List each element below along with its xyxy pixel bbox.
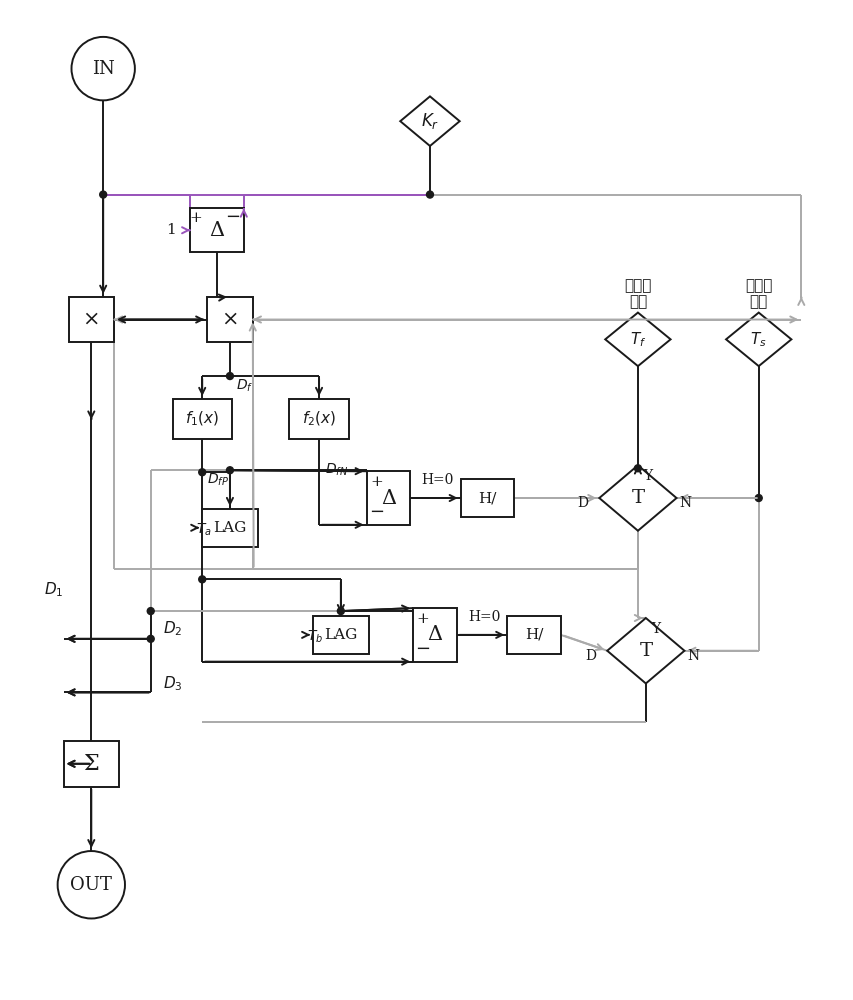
Text: Δ: Δ <box>426 625 442 644</box>
Text: $f_1(x)$: $f_1(x)$ <box>185 409 219 428</box>
Text: $D_f$: $D_f$ <box>235 378 253 394</box>
Text: LAG: LAG <box>324 628 357 642</box>
Text: $T_f$: $T_f$ <box>629 330 646 349</box>
Circle shape <box>72 37 135 100</box>
FancyBboxPatch shape <box>207 297 252 342</box>
Text: −: − <box>225 208 241 226</box>
Circle shape <box>57 851 125 918</box>
Text: D: D <box>584 649 595 663</box>
Text: −: − <box>415 640 430 658</box>
Text: Y: Y <box>650 622 659 636</box>
Text: +: + <box>369 475 382 489</box>
Text: 常数: 常数 <box>749 295 767 309</box>
Text: IN: IN <box>92 60 114 78</box>
Text: N: N <box>687 649 699 663</box>
FancyBboxPatch shape <box>507 616 560 654</box>
Text: Σ: Σ <box>84 753 99 775</box>
Text: D: D <box>577 496 588 510</box>
Text: LAG: LAG <box>213 521 247 535</box>
Text: Y: Y <box>642 469 651 483</box>
Text: −: − <box>368 503 384 521</box>
Circle shape <box>754 495 762 501</box>
Text: N: N <box>679 496 691 510</box>
Text: $D_2$: $D_2$ <box>162 620 182 638</box>
Text: 1: 1 <box>165 223 175 237</box>
Circle shape <box>199 469 206 476</box>
Text: $K_r$: $K_r$ <box>421 111 438 131</box>
Text: T: T <box>630 489 644 507</box>
Text: H=0: H=0 <box>421 473 454 487</box>
FancyBboxPatch shape <box>68 297 114 342</box>
Polygon shape <box>606 618 683 683</box>
Text: ×: × <box>83 310 100 329</box>
Circle shape <box>337 608 344 615</box>
Text: H/: H/ <box>524 628 543 642</box>
Text: $T_a$: $T_a$ <box>196 522 212 538</box>
Circle shape <box>199 576 206 583</box>
FancyBboxPatch shape <box>189 208 244 252</box>
Text: $D_{fP}$: $D_{fP}$ <box>207 472 229 488</box>
Circle shape <box>147 635 154 642</box>
Circle shape <box>147 608 154 615</box>
Text: OUT: OUT <box>70 876 112 894</box>
FancyBboxPatch shape <box>202 509 258 547</box>
Polygon shape <box>599 465 676 531</box>
FancyBboxPatch shape <box>366 471 409 525</box>
Text: $f_2(x)$: $f_2(x)$ <box>302 409 336 428</box>
Text: $T_b$: $T_b$ <box>306 629 322 645</box>
Text: +: + <box>416 612 429 626</box>
Polygon shape <box>725 313 791 366</box>
Text: $D_3$: $D_3$ <box>162 674 182 693</box>
Circle shape <box>226 373 233 380</box>
Circle shape <box>100 191 107 198</box>
Text: Δ: Δ <box>209 221 224 240</box>
Text: ×: × <box>221 310 238 329</box>
Text: H/: H/ <box>478 491 496 505</box>
Text: 常数: 常数 <box>628 295 647 309</box>
Text: $D_{fN}$: $D_{fN}$ <box>325 462 348 478</box>
FancyBboxPatch shape <box>413 608 456 662</box>
Circle shape <box>426 191 433 198</box>
Polygon shape <box>605 313 670 366</box>
Text: Δ: Δ <box>380 489 396 508</box>
FancyBboxPatch shape <box>289 399 348 439</box>
FancyBboxPatch shape <box>313 616 368 654</box>
Text: T: T <box>639 642 652 660</box>
Text: 大时间: 大时间 <box>744 279 771 293</box>
FancyBboxPatch shape <box>460 479 514 517</box>
Polygon shape <box>400 96 459 146</box>
Text: $T_s$: $T_s$ <box>750 330 766 349</box>
Circle shape <box>226 467 233 474</box>
Circle shape <box>634 465 641 472</box>
Text: $D_1$: $D_1$ <box>44 580 63 599</box>
FancyBboxPatch shape <box>63 741 119 787</box>
FancyBboxPatch shape <box>172 399 232 439</box>
Text: 小时间: 小时间 <box>624 279 651 293</box>
Text: H=0: H=0 <box>467 610 500 624</box>
Text: +: + <box>189 211 201 225</box>
